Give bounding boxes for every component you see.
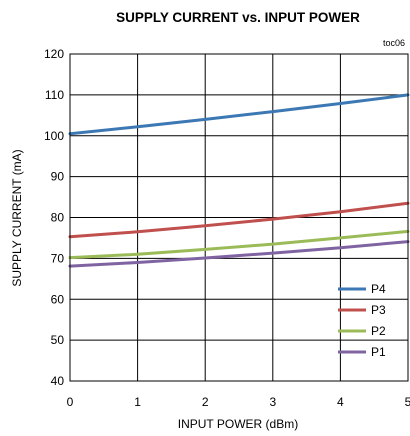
y-tick-label: 40 — [51, 374, 65, 388]
x-tick-label: 4 — [337, 395, 344, 409]
x-tick-label: 0 — [67, 395, 74, 409]
x-tick-label: 3 — [269, 395, 276, 409]
y-tick-label: 80 — [51, 211, 65, 225]
legend: P4 P3 P2 P1 — [338, 282, 386, 359]
y-tick-label: 110 — [45, 88, 64, 102]
series-line-p4 — [68, 93, 410, 136]
series-line-p1 — [68, 240, 410, 268]
legend-label-p2: P2 — [371, 324, 386, 338]
x-tick-label: 5 — [405, 395, 410, 409]
x-axis-label: INPUT POWER (dBm) — [178, 417, 298, 431]
legend-label-p3: P3 — [371, 303, 386, 317]
legend-label-p4: P4 — [371, 282, 386, 296]
series-line-p2 — [68, 229, 410, 260]
y-tick-label: 90 — [51, 170, 65, 184]
legend-label-p1: P1 — [371, 345, 386, 359]
y-axis-label: SUPPLY CURRENT (mA) — [10, 149, 24, 286]
chart-title: SUPPLY CURRENT vs. INPUT POWER — [116, 10, 360, 25]
plot-frame — [69, 53, 409, 382]
series-line-p3 — [68, 201, 410, 239]
y-tick-label: 100 — [44, 129, 64, 143]
y-tick-label: 60 — [51, 292, 65, 306]
series-lines — [68, 93, 410, 268]
tick-labels: 0 1 2 3 4 5 40 50 60 70 80 90 100 110 120 — [44, 47, 410, 409]
chart-annotation: toc06 — [383, 38, 405, 48]
y-tick-label: 50 — [51, 333, 65, 347]
x-tick-label: 2 — [202, 395, 209, 409]
x-tick-label: 1 — [134, 395, 141, 409]
y-tick-label: 120 — [44, 47, 64, 61]
y-tick-label: 70 — [51, 251, 65, 265]
